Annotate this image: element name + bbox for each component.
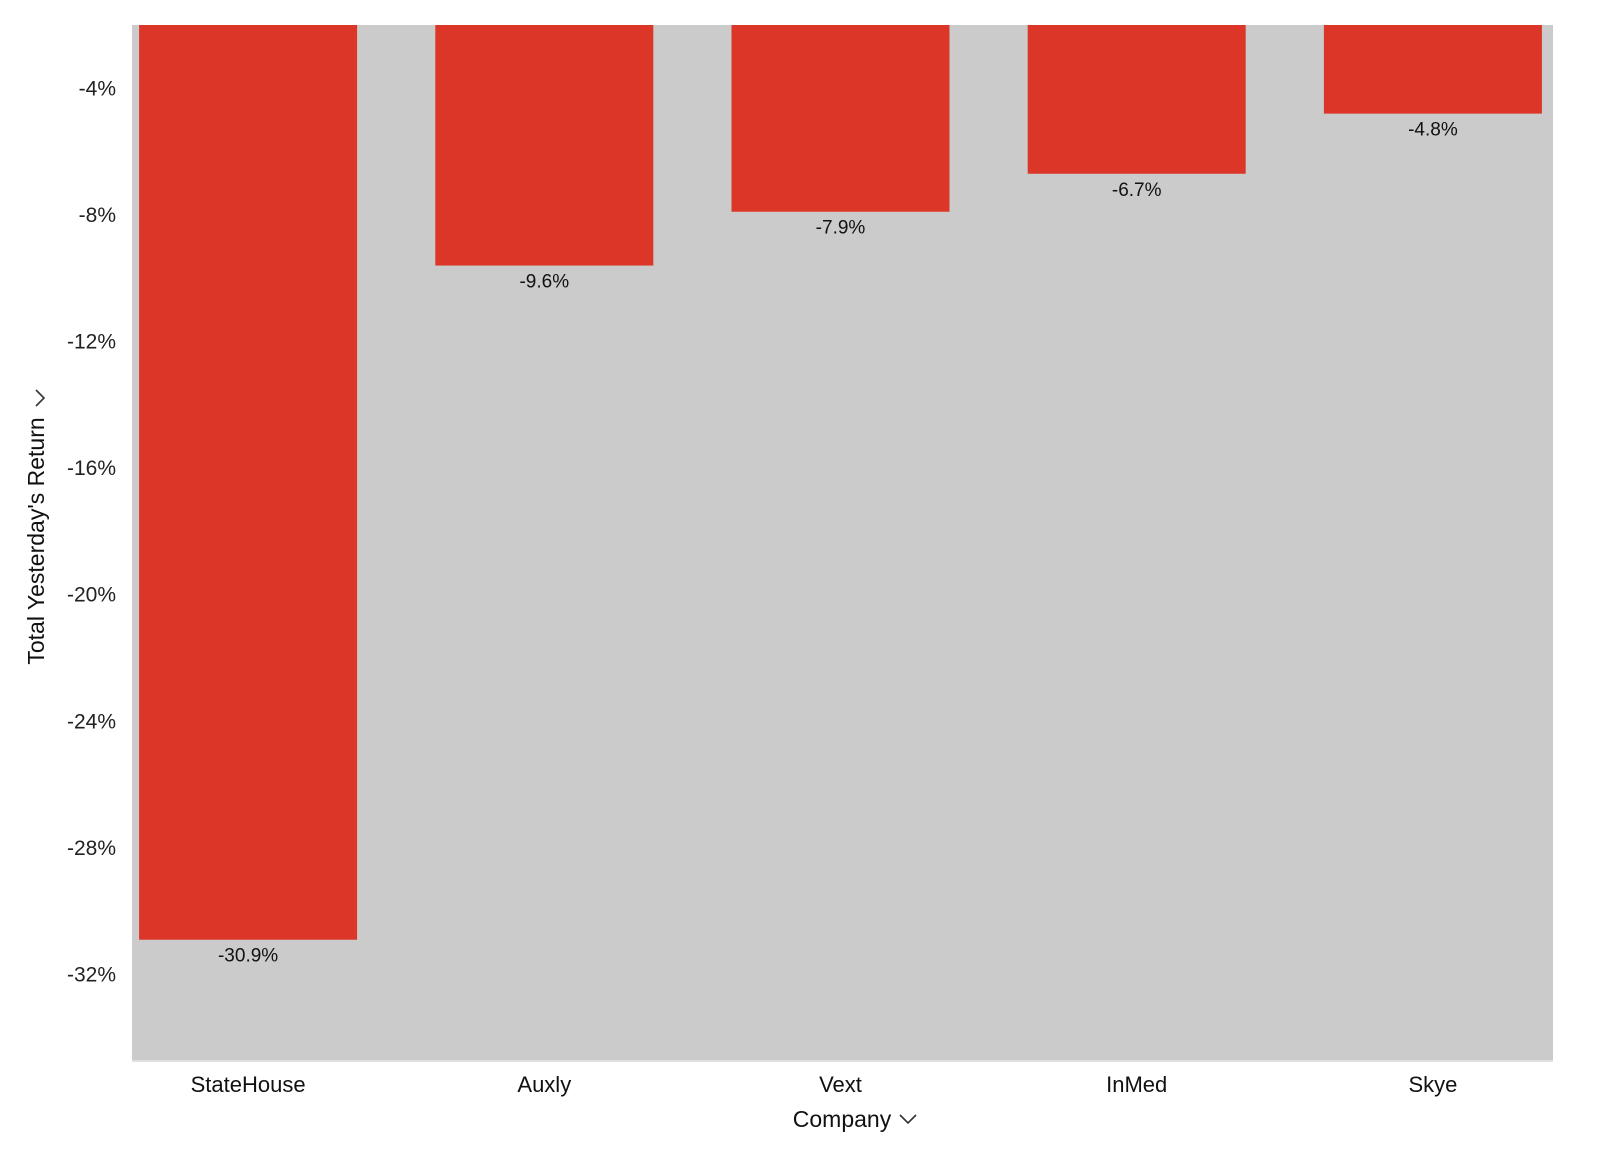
bar[interactable]: [139, 25, 358, 940]
bar-value-label: -9.6%: [519, 272, 569, 293]
bar-value-label: -30.9%: [218, 946, 278, 967]
chevron-down-icon: [35, 389, 46, 407]
y-axis-ticks: -4% -8% -12% -16% -20% -24% -28% -32%: [67, 77, 116, 986]
y-tick-label: -16%: [67, 457, 116, 480]
y-axis-title-dropdown[interactable]: Total Yesterday's Return: [23, 389, 49, 665]
bar[interactable]: [435, 25, 654, 266]
x-axis-title: Company: [793, 1106, 892, 1132]
bar[interactable]: [1323, 25, 1542, 114]
bar-value-label: -4.8%: [1408, 120, 1458, 141]
y-tick-label: -12%: [67, 331, 116, 354]
x-axis-categories: StateHouse Auxly Vext InMed Skye: [191, 1072, 1458, 1097]
x-category-label: Auxly: [517, 1072, 571, 1097]
x-category-label: Vext: [819, 1072, 862, 1097]
bar[interactable]: [731, 25, 950, 212]
chevron-down-icon: [899, 1114, 917, 1125]
bar-value-label: -7.9%: [816, 218, 866, 239]
y-tick-label: -24%: [67, 710, 116, 733]
y-tick-label: -32%: [67, 964, 116, 987]
x-category-label: InMed: [1106, 1072, 1167, 1097]
bars: [139, 25, 1542, 940]
y-axis-title: Total Yesterday's Return: [23, 417, 49, 664]
y-tick-label: -20%: [67, 584, 116, 607]
bar[interactable]: [1027, 25, 1246, 174]
data-labels: -30.9% -9.6% -7.9% -6.7% -4.8%: [218, 120, 1458, 967]
bar-value-label: -6.7%: [1112, 180, 1162, 201]
y-tick-label: -28%: [67, 837, 116, 860]
y-tick-label: -8%: [79, 204, 116, 227]
y-tick-label: -4%: [79, 77, 116, 100]
x-category-label: StateHouse: [191, 1072, 306, 1097]
x-category-label: Skye: [1408, 1072, 1457, 1097]
x-axis-title-dropdown[interactable]: Company: [793, 1106, 917, 1132]
